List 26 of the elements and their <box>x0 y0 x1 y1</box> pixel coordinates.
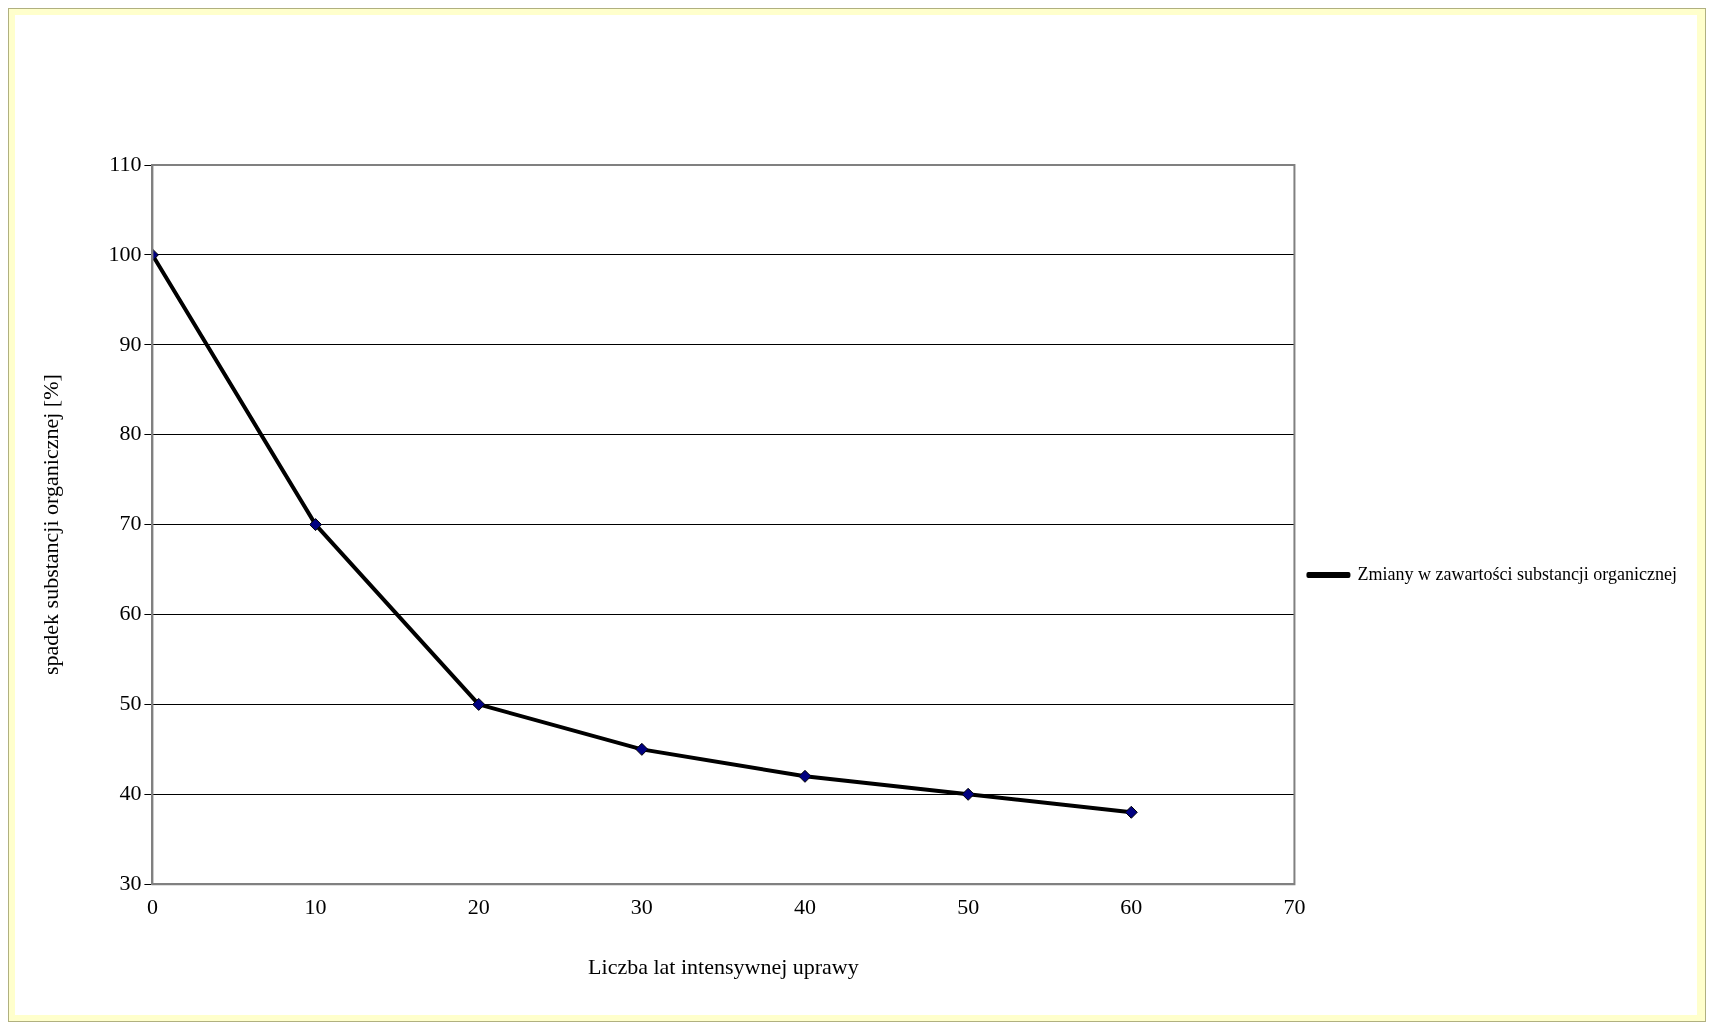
x-tick-label: 10 <box>304 894 327 920</box>
point <box>309 518 323 532</box>
y-tick-label: 90 <box>119 330 142 356</box>
legend-label: Zmiany w zawartości substancji organicznej <box>1357 563 1677 584</box>
y-tick-label: 100 <box>108 240 142 266</box>
x-tick-label: 70 <box>1283 894 1306 920</box>
point <box>635 742 649 756</box>
y-tick-label: 30 <box>119 869 142 895</box>
y-tick-label: 70 <box>119 510 142 536</box>
x-tick-label: 60 <box>1120 894 1143 920</box>
x-tick-label: 0 <box>146 894 158 920</box>
x-tick-label: 40 <box>793 894 816 920</box>
point <box>798 769 812 783</box>
y-tick-label: 60 <box>119 600 142 626</box>
y-tick-label: 40 <box>119 780 142 806</box>
x-tick-label: 50 <box>957 894 980 920</box>
point <box>961 787 975 801</box>
y-tick-label: 110 <box>109 150 142 176</box>
point <box>1124 805 1138 819</box>
y-tick-label: 80 <box>119 420 142 446</box>
x-axis-title: Liczba lat intensywnej uprawy <box>588 953 859 979</box>
y-tick-label: 50 <box>119 690 142 716</box>
x-tick-label: 20 <box>467 894 490 920</box>
x-tick-label: 30 <box>630 894 653 920</box>
y-axis-title: spadek substancji organicznej [%] <box>37 374 63 675</box>
point <box>472 697 486 711</box>
